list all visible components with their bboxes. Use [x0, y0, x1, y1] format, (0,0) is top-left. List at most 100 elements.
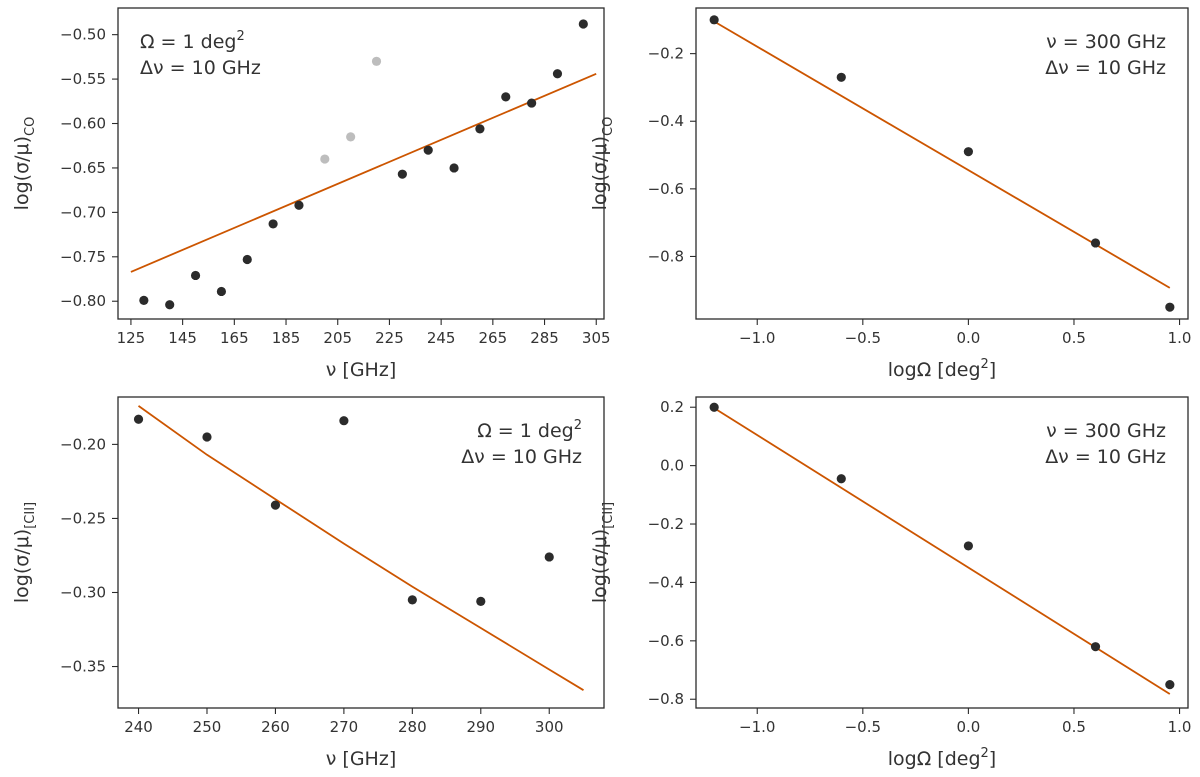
x-tick: 245: [427, 319, 455, 347]
y-tick: −0.2: [648, 45, 696, 63]
y-tick-label: 0.2: [660, 398, 684, 416]
x-tick-label: 280: [398, 718, 427, 736]
data-point: [449, 163, 459, 173]
plot-frame: [117, 396, 605, 709]
annotation-line-1: ν = 300 GHz: [1046, 420, 1166, 442]
x-axis-label: ν [GHz]: [326, 359, 396, 381]
x-tick-label: 0.5: [1062, 718, 1086, 736]
x-tick-label: 250: [193, 718, 222, 736]
data-point: [475, 124, 485, 134]
x-tick-label: 145: [168, 329, 197, 347]
x-tick: 270: [330, 708, 358, 736]
excluded-point: [346, 132, 356, 142]
y-tick-label: −0.60: [60, 115, 106, 133]
y-tick-label: −0.30: [60, 583, 106, 601]
excluded-point: [371, 56, 382, 66]
y-tick: −0.50: [60, 26, 118, 44]
data-point: [268, 219, 278, 229]
data-point: [1090, 642, 1101, 652]
annotation-line-1: Ω = 1 deg2: [477, 418, 582, 442]
data-point: [1165, 302, 1175, 312]
y-tick-label: −0.55: [60, 70, 106, 88]
y-tick: −0.20: [60, 435, 118, 453]
data-point: [407, 595, 417, 605]
y-tick-label: −0.2: [648, 515, 684, 533]
y-tick: −0.6: [648, 180, 696, 198]
x-tick: −0.5: [845, 708, 881, 736]
x-tick: 185: [272, 319, 300, 347]
y-tick: 0.2: [660, 398, 696, 416]
x-tick: 285: [530, 319, 559, 347]
y-tick: −0.55: [60, 70, 118, 88]
data-point: [1165, 680, 1175, 690]
x-tick: 145: [168, 319, 197, 347]
data-point: [527, 98, 537, 108]
x-tick-label: 225: [375, 329, 404, 347]
data-point: [216, 286, 227, 297]
y-tick-label: −0.6: [648, 180, 684, 198]
data-point: [190, 270, 201, 281]
x-tick: −1.0: [739, 319, 775, 347]
x-tick: 205: [323, 319, 352, 347]
x-tick: 305: [582, 319, 611, 347]
panel-cii_vs_area: −1.0 −0.5 0.0 0.5 1.0 −0.8 −0.6 −0.4 −0.2 0.0 0.2 l…: [589, 396, 1192, 770]
x-tick: −1.0: [739, 708, 775, 736]
y-axis-label: log(σ/μ)[CII]: [589, 502, 616, 603]
fit-line: [137, 405, 584, 691]
x-tick: 0.5: [1062, 708, 1086, 736]
data-point: [501, 92, 511, 102]
x-axis-label: logΩ [deg2]: [888, 746, 996, 770]
y-tick: −0.65: [60, 159, 118, 177]
data-point: [397, 169, 407, 179]
annotation-line-2: Δν = 10 GHz: [1045, 57, 1166, 79]
x-tick: 290: [466, 708, 495, 736]
annotation-line-2: Δν = 10 GHz: [461, 446, 582, 468]
x-tick: 125: [117, 319, 146, 347]
y-tick-label: −0.6: [648, 632, 684, 650]
x-tick-label: 300: [535, 718, 564, 736]
y-tick: −0.2: [648, 515, 696, 533]
y-tick: −0.60: [60, 115, 118, 133]
y-tick-label: −0.20: [60, 435, 106, 453]
x-tick-label: 125: [117, 329, 146, 347]
x-tick-label: 305: [582, 329, 611, 347]
y-tick: −0.6: [648, 632, 696, 650]
y-tick: −0.75: [60, 248, 118, 266]
data-point: [139, 295, 149, 305]
y-tick-label: −0.4: [648, 573, 684, 591]
x-axis-label: ν [GHz]: [326, 748, 396, 770]
data-point: [709, 402, 719, 412]
x-tick-label: 260: [261, 718, 290, 736]
data-point: [1090, 238, 1101, 248]
data-point: [963, 147, 973, 157]
x-tick-label: 0.5: [1062, 329, 1086, 347]
excluded-point: [320, 154, 330, 164]
x-tick: 1.0: [1168, 319, 1192, 347]
x-tick-label: 165: [220, 329, 249, 347]
y-tick-label: −0.4: [648, 112, 684, 130]
y-tick: −0.8: [648, 247, 696, 265]
x-tick: 225: [375, 319, 404, 347]
y-axis-label: log(σ/μ)CO: [11, 117, 38, 211]
x-tick-label: 290: [466, 718, 495, 736]
data-point: [202, 432, 212, 442]
y-tick-label: −0.70: [60, 203, 106, 221]
y-tick-label: −0.65: [60, 159, 106, 177]
x-tick-label: 1.0: [1168, 329, 1192, 347]
y-tick-label: −0.75: [60, 248, 106, 266]
x-tick-label: 240: [124, 718, 153, 736]
x-tick-label: 1.0: [1168, 718, 1192, 736]
panel-co_vs_freq: 125 145 165 185 205 225 245 265 285 305 −0.80 −0.75…: [11, 7, 611, 381]
x-tick: 265: [479, 319, 507, 347]
data-point: [294, 200, 304, 210]
y-tick: −0.8: [648, 690, 696, 708]
data-point: [423, 145, 433, 155]
x-axis-label: logΩ [deg2]: [888, 357, 996, 381]
y-tick: −0.4: [648, 112, 696, 130]
data-point: [578, 19, 588, 29]
x-tick-label: −1.0: [739, 329, 775, 347]
data-point: [544, 552, 554, 562]
x-tick: 280: [398, 708, 427, 736]
data-point: [552, 69, 563, 79]
